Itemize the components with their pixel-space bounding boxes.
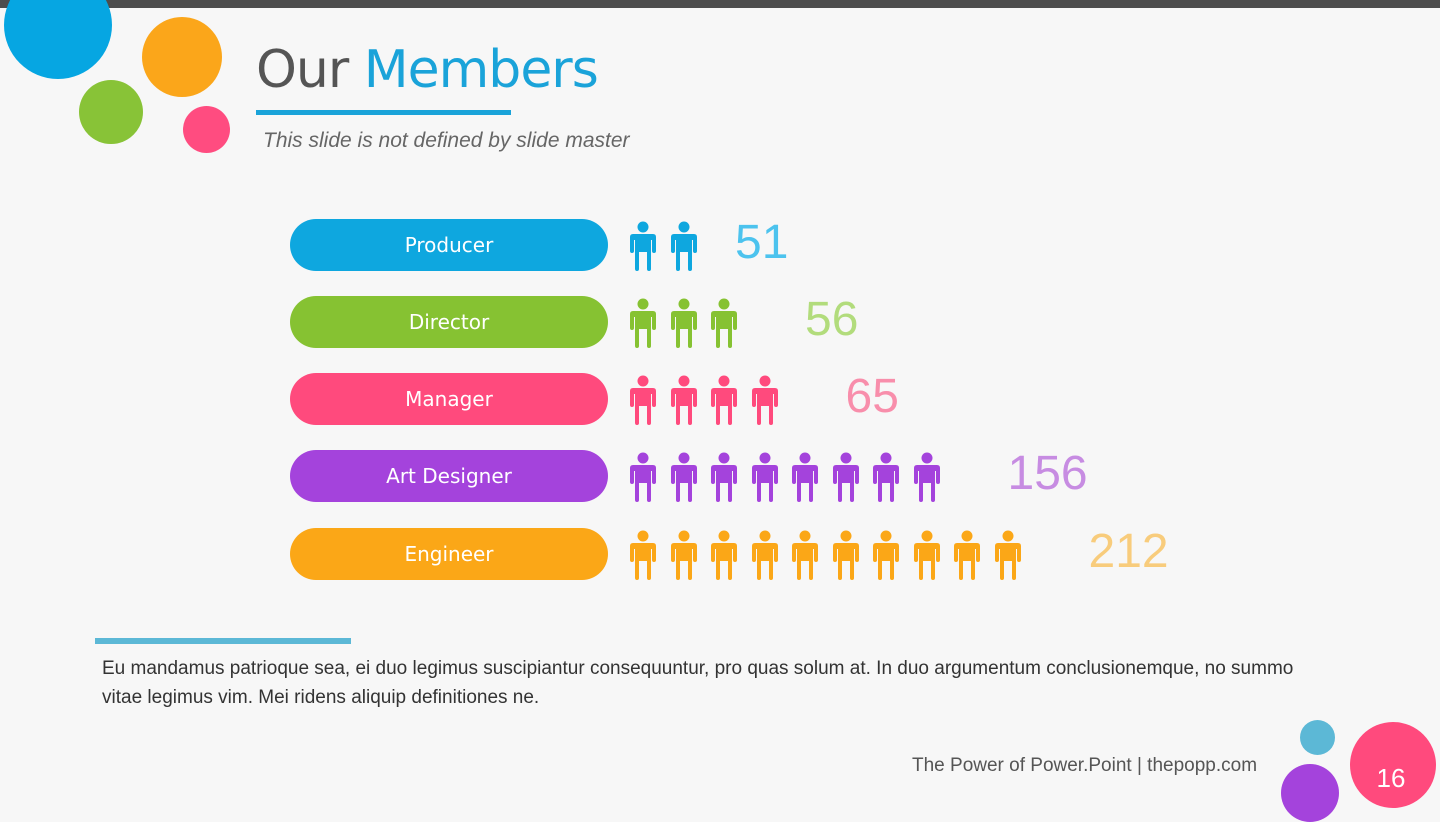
page-number: 16	[1376, 763, 1406, 793]
category-label: Director	[290, 296, 608, 348]
person-icon	[873, 452, 899, 502]
category-label: Producer	[290, 219, 608, 271]
person-icon	[630, 298, 656, 348]
chart-row: Manager 65	[0, 369, 1440, 429]
subtitle: This slide is not defined by slide maste…	[263, 129, 630, 152]
person-icon	[751, 452, 778, 502]
person-icon	[873, 530, 899, 580]
person-icon	[913, 452, 940, 502]
person-icon	[711, 375, 737, 425]
person-icon	[630, 221, 656, 271]
decor-circle-orange	[142, 17, 222, 97]
person-icon	[670, 221, 697, 271]
person-icon	[670, 298, 697, 348]
person-icon	[792, 452, 818, 502]
decor-circle-pink	[183, 106, 230, 153]
value-label: 156	[1007, 447, 1088, 500]
person-icon	[711, 298, 737, 348]
person-icon	[630, 530, 656, 580]
decor-circle-purple	[1281, 764, 1339, 822]
decor-circle-green	[79, 80, 143, 144]
person-icon	[832, 452, 859, 502]
value-label: 56	[805, 293, 859, 346]
person-icon	[751, 530, 778, 580]
person-icon	[792, 530, 818, 580]
person-icon	[670, 375, 697, 425]
person-icon	[711, 452, 737, 502]
title-word-2: Members	[363, 40, 599, 100]
person-icon	[670, 452, 697, 502]
title-word-1: Our	[256, 40, 349, 100]
person-icon	[954, 530, 980, 580]
person-icon	[630, 375, 656, 425]
person-icon	[994, 530, 1021, 580]
category-label: Manager	[290, 373, 608, 425]
top-bar	[0, 0, 1440, 8]
person-icon	[630, 452, 656, 502]
value-label: 212	[1088, 525, 1169, 578]
chart-row: Art Designer 156	[0, 446, 1440, 506]
person-icon	[832, 530, 859, 580]
page-number-circle	[1350, 722, 1436, 808]
category-label: Art Designer	[290, 450, 608, 502]
value-label: 65	[845, 370, 899, 423]
title-underline	[256, 110, 511, 115]
body-text: Eu mandamus patrioque sea, ei duo legimu…	[102, 658, 1294, 708]
footer-text: The Power of Power.Point | thepopp.com	[912, 755, 1258, 776]
chart-row: Producer 51	[0, 215, 1440, 275]
category-label: Engineer	[290, 528, 608, 580]
person-icon	[751, 375, 778, 425]
body-divider	[95, 638, 351, 644]
decor-circle-blue	[4, 0, 112, 79]
person-icon	[670, 530, 697, 580]
person-icon	[711, 530, 737, 580]
page-title: Our Members	[256, 38, 599, 102]
decor-circle-teal	[1300, 720, 1335, 755]
chart-row: Engineer 212	[0, 524, 1440, 584]
chart-row: Director 56	[0, 292, 1440, 352]
value-label: 51	[735, 216, 789, 269]
person-icon	[913, 530, 940, 580]
